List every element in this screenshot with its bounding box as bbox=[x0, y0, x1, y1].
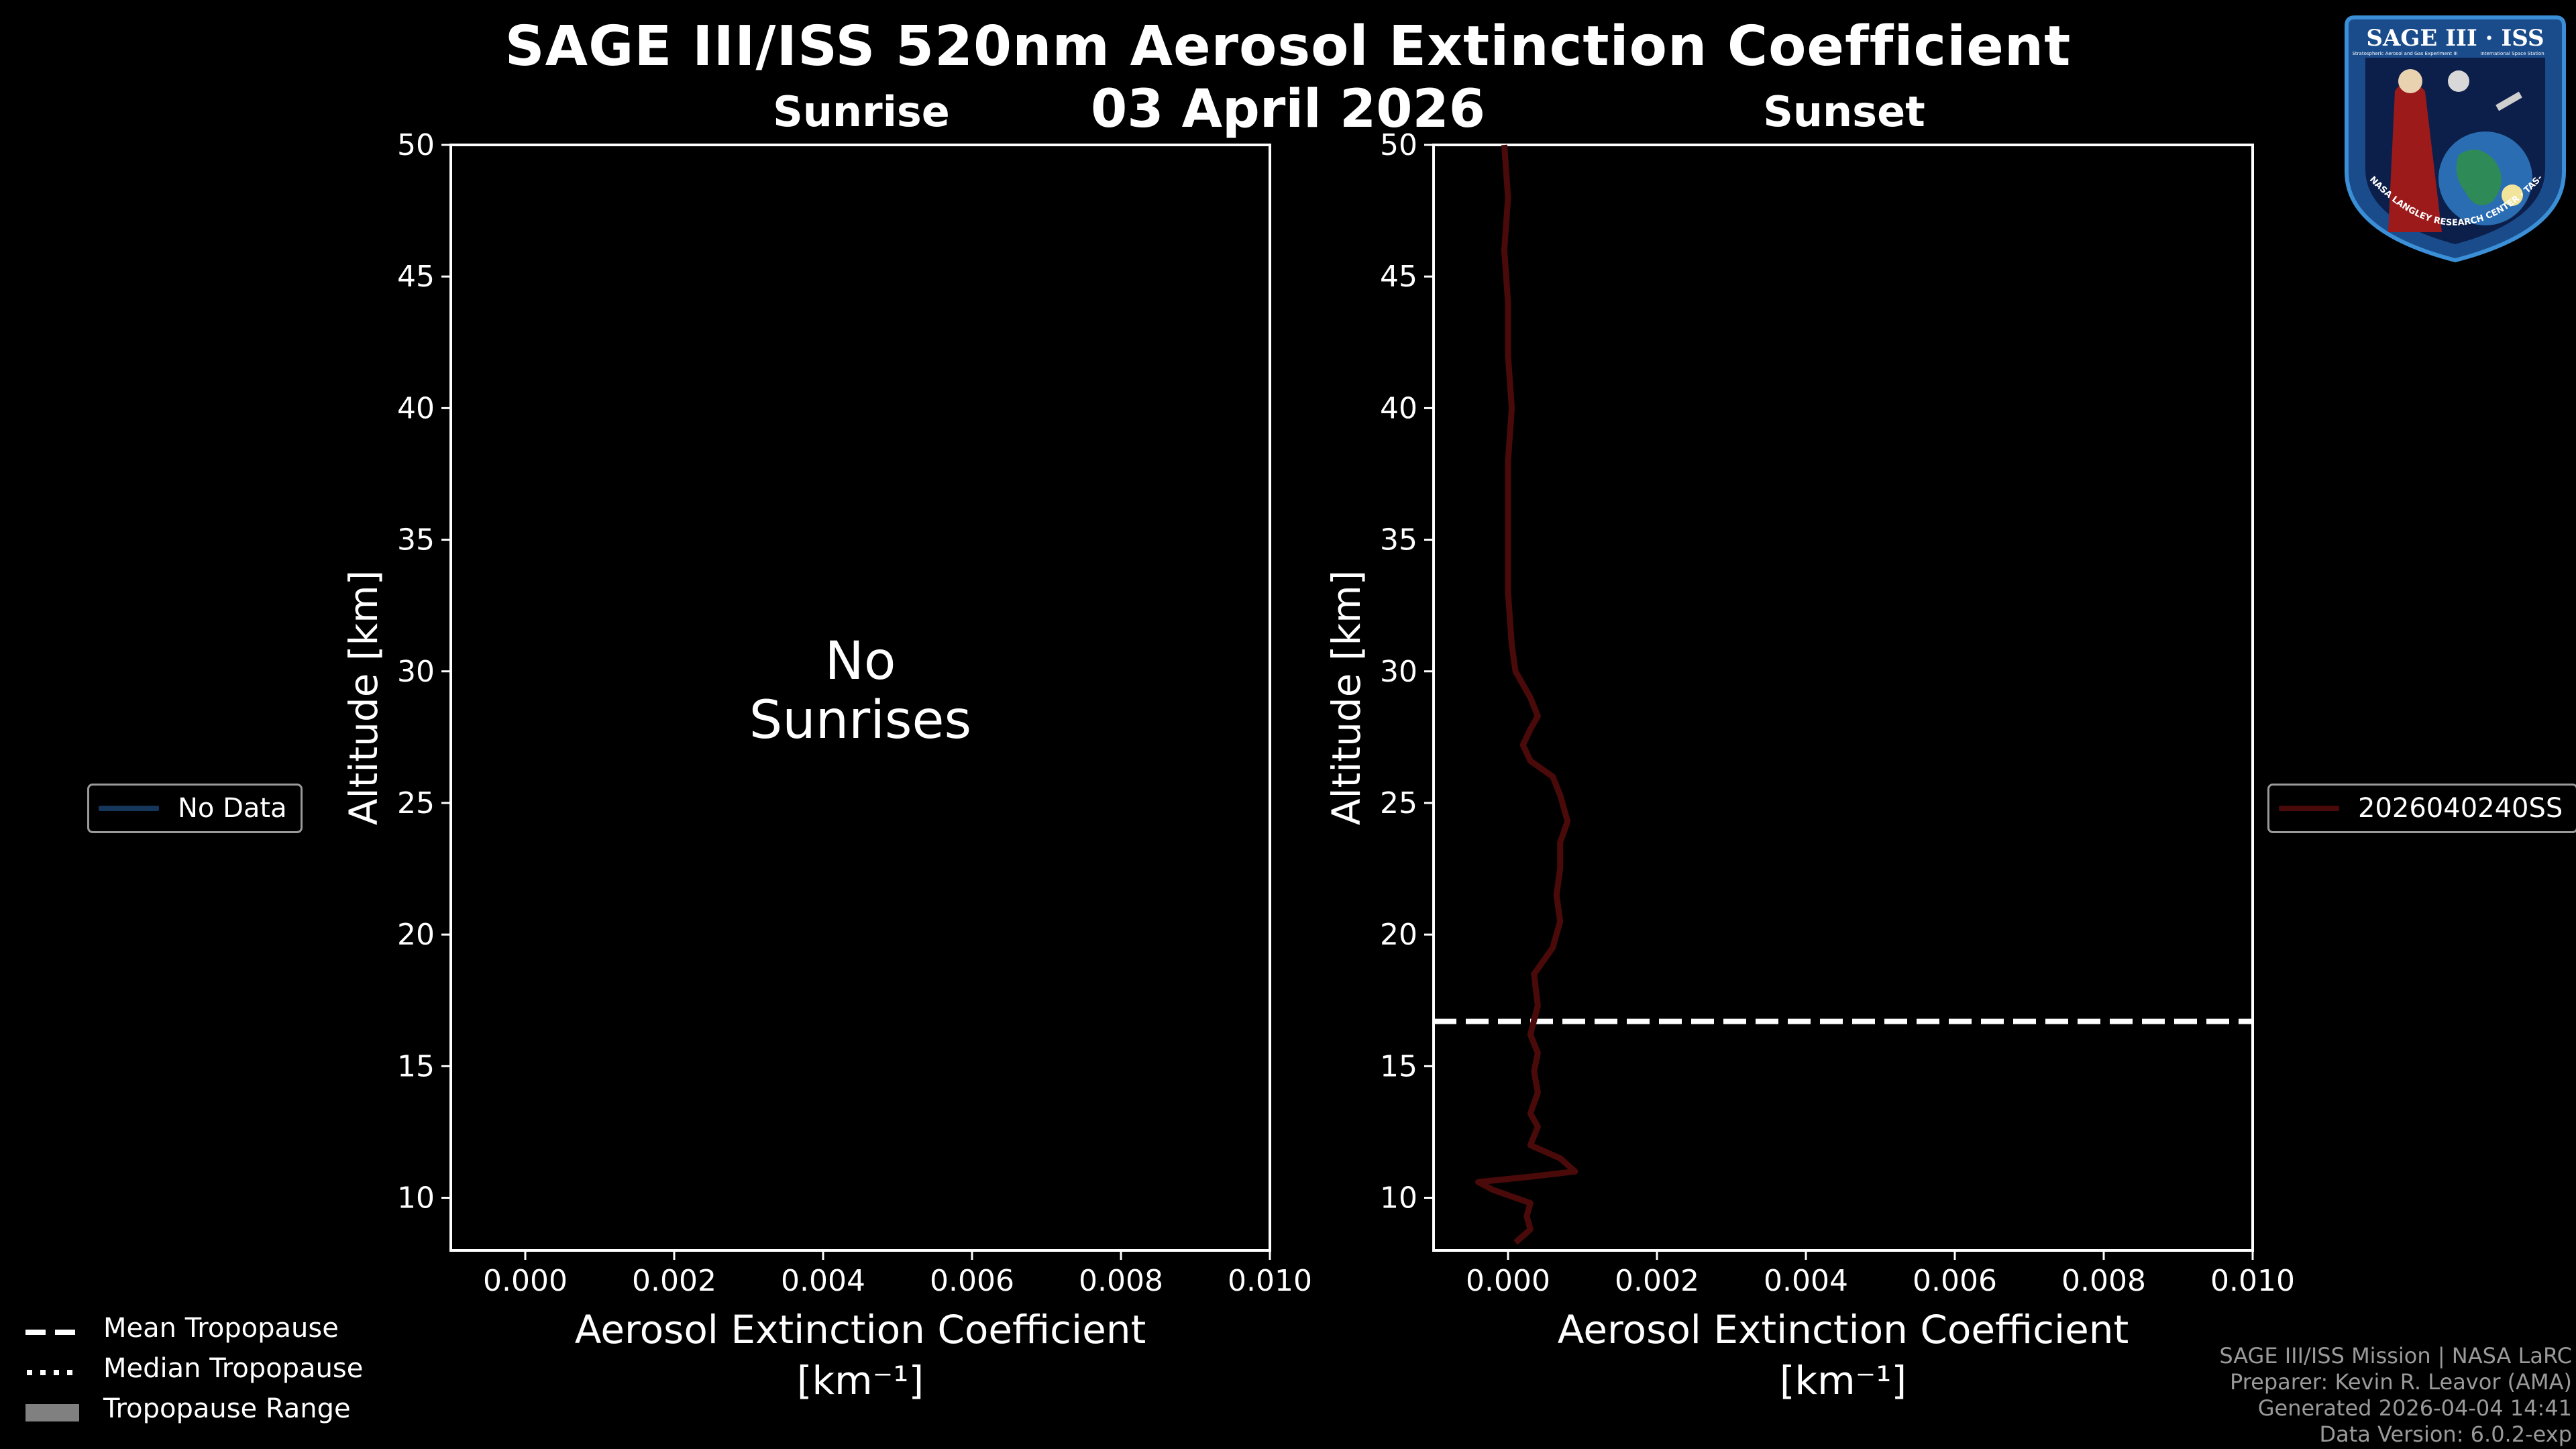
no-sunrises-annotation: No bbox=[824, 631, 896, 692]
sunrise-x-tick-label: 0.004 bbox=[781, 1264, 865, 1298]
sunrise-y-tick-label: 35 bbox=[397, 523, 435, 557]
sunset-y-tick-label: 45 bbox=[1380, 260, 1417, 294]
sunset-plot: 0.000 0.002 0.004 0.006 0.008 0.010 10 15 20 25 30… bbox=[1324, 128, 2295, 1403]
sunrise-x-axis-label: Aerosol Extinction Coefficient bbox=[575, 1307, 1146, 1352]
sunset-x-axis-label: Aerosol Extinction Coefficient bbox=[1558, 1307, 2129, 1352]
footer-mission: SAGE III/ISS Mission | NASA LaRC bbox=[2219, 1343, 2572, 1368]
sunset-legend: 2026040240SS bbox=[2267, 784, 2576, 833]
range-box-icon bbox=[24, 1399, 80, 1421]
sunset-panel-title: Sunset bbox=[1763, 87, 1925, 136]
sunset-y-tick-label: 20 bbox=[1380, 918, 1417, 952]
median-tropopause-label: Median Tropopause bbox=[103, 1353, 364, 1384]
sunrise-x-tick-label: 0.002 bbox=[632, 1264, 716, 1298]
sunrise-x-tick-label: 0.010 bbox=[1228, 1264, 1312, 1298]
sunset-y-axis-label: Altitude [km] bbox=[1324, 570, 1369, 825]
sunrise-y-tick-label: 15 bbox=[397, 1049, 435, 1083]
sunrise-y-tick-label: 25 bbox=[397, 786, 435, 820]
dotted-line-icon bbox=[24, 1358, 80, 1379]
main-title: SAGE III/ISS 520nm Aerosol Extinction Co… bbox=[504, 15, 2072, 78]
logo-title: SAGE III · ISS bbox=[2366, 25, 2544, 52]
logo-tagline-left: Stratospheric Aerosol and Gas Experiment… bbox=[2352, 51, 2457, 56]
sunrise-y-tick-label: 50 bbox=[397, 128, 435, 162]
sunset-x-axis-unit: [km⁻¹] bbox=[1780, 1358, 1907, 1403]
logo-tagline-right: International Space Station bbox=[2480, 51, 2544, 56]
sunrise-legend-label: No Data bbox=[178, 793, 287, 824]
footer-preparer: Preparer: Kevin R. Leavor (AMA) bbox=[2229, 1369, 2572, 1395]
sunrise-legend: No Data bbox=[87, 784, 303, 833]
sunset-x-tick-label: 0.010 bbox=[2210, 1264, 2295, 1298]
sunrise-plot-frame bbox=[449, 144, 1271, 1252]
sunrise-x-tick-label: 0.008 bbox=[1079, 1264, 1163, 1298]
tropopause-range-legend-item: Tropopause Range bbox=[24, 1389, 363, 1429]
sunrise-x-axis-unit: [km⁻¹] bbox=[797, 1358, 924, 1403]
tropopause-range-label: Tropopause Range bbox=[103, 1393, 351, 1424]
sunset-y-tick-label: 30 bbox=[1380, 655, 1417, 689]
sunset-x-tick-label: 0.000 bbox=[1466, 1264, 1550, 1298]
sunset-y-tick-label: 50 bbox=[1380, 128, 1417, 162]
sunrise-y-tick-label: 30 bbox=[397, 655, 435, 689]
sunset-legend-swatch bbox=[2279, 806, 2339, 811]
sunset-y-tick-label: 25 bbox=[1380, 786, 1417, 820]
sunset-plot-frame bbox=[1432, 144, 2254, 1252]
mean-tropopause-legend-item: Mean Tropopause bbox=[24, 1308, 363, 1348]
dashed-line-icon bbox=[24, 1318, 80, 1338]
sunset-y-tick-label: 10 bbox=[1380, 1181, 1417, 1216]
sunset-x-tick-label: 0.002 bbox=[1615, 1264, 1699, 1298]
sunset-y-tick-label: 15 bbox=[1380, 1049, 1417, 1083]
tropopause-legend: Mean Tropopause Median Tropopause Tropop… bbox=[24, 1308, 363, 1429]
sunrise-panel-title: Sunrise bbox=[773, 87, 950, 136]
sunset-x-tick-label: 0.008 bbox=[2061, 1264, 2146, 1298]
sunset-x-tick-label: 0.004 bbox=[1764, 1264, 1848, 1298]
sunrise-x-tick-label: 0.000 bbox=[483, 1264, 568, 1298]
sunset-x-tick-label: 0.006 bbox=[1913, 1264, 1997, 1298]
sunrise-legend-swatch bbox=[99, 806, 159, 811]
sage-mission-logo: SAGE III · ISS Stratospheric Aerosol and… bbox=[2341, 11, 2566, 263]
no-sunrises-annotation: Sunrises bbox=[749, 690, 971, 751]
footer-version: Data Version: 6.0.2-exp bbox=[2319, 1421, 2572, 1447]
sunrise-y-tick-label: 40 bbox=[397, 391, 435, 425]
sunrise-x-tick-label: 0.006 bbox=[930, 1264, 1014, 1298]
footer-credits: SAGE III/ISS Mission | NASA LaRC Prepare… bbox=[2219, 1343, 2572, 1448]
sunrise-y-tick-label: 10 bbox=[397, 1181, 435, 1216]
sunset-legend-label: 2026040240SS bbox=[2358, 793, 2563, 824]
sunrise-y-axis-label: Altitude [km] bbox=[341, 570, 386, 825]
date-title: 03 April 2026 bbox=[1090, 79, 1486, 140]
mean-tropopause-label: Mean Tropopause bbox=[103, 1313, 339, 1344]
sunset-profile-line bbox=[1475, 144, 1578, 1245]
median-tropopause-legend-item: Median Tropopause bbox=[24, 1348, 363, 1389]
sunrise-y-tick-label: 20 bbox=[397, 918, 435, 952]
sunrise-plot: 0.000 0.002 0.004 0.006 0.008 0.010 10 15 20 25 30… bbox=[341, 128, 1312, 1403]
footer-generated: Generated 2026-04-04 14:41 bbox=[2257, 1395, 2572, 1421]
sunset-y-tick-label: 35 bbox=[1380, 523, 1417, 557]
sunset-y-tick-label: 40 bbox=[1380, 391, 1417, 425]
sunrise-y-tick-label: 45 bbox=[397, 260, 435, 294]
